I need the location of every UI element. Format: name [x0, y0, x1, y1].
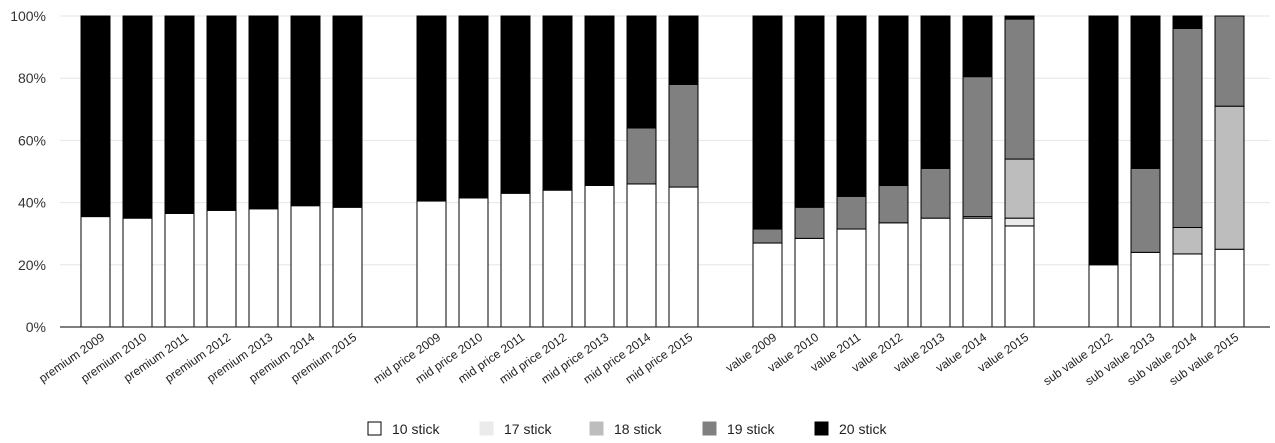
- y-tick-label: 80%: [18, 70, 46, 86]
- bar-segment: [332, 206, 363, 328]
- bar-segment: [878, 184, 909, 224]
- bar-segment: [500, 15, 531, 194]
- bar-segment: [1172, 253, 1203, 328]
- bar-segment: [626, 15, 657, 129]
- bar-segment: [1214, 15, 1245, 107]
- bar-segment: [836, 195, 867, 230]
- bar-segment: [920, 15, 951, 169]
- legend-label: 20 stick: [839, 421, 887, 437]
- bar-segment: [962, 76, 993, 218]
- bar-segment: [1004, 15, 1035, 20]
- y-tick-label: 60%: [18, 132, 46, 148]
- y-tick-label: 40%: [18, 195, 46, 211]
- legend-item: 19 stick: [702, 421, 775, 437]
- bar-segment: [458, 197, 489, 328]
- bar-segment: [542, 15, 573, 191]
- bar-segment: [1130, 251, 1161, 328]
- bar-segment: [122, 15, 153, 219]
- legend-item: 10 stick: [367, 421, 440, 437]
- bar-segment: [332, 15, 363, 208]
- legend-swatch: [702, 421, 717, 436]
- bar-segment: [668, 83, 699, 188]
- bar-segment: [1088, 15, 1119, 266]
- bar-segment: [668, 15, 699, 85]
- bar-segment: [500, 192, 531, 328]
- legend-swatch: [367, 421, 382, 436]
- bar-segment: [878, 15, 909, 186]
- legend-label: 19 stick: [727, 421, 775, 437]
- bar-segment: [920, 167, 951, 219]
- bar-segment: [584, 15, 615, 186]
- bar-segment: [1004, 217, 1035, 227]
- bar-segment: [1172, 27, 1203, 228]
- bar-segment: [752, 242, 783, 328]
- y-tick-label: 100%: [10, 8, 46, 24]
- bar-segment: [1088, 264, 1119, 328]
- bar-segment: [416, 15, 447, 202]
- bar-segment: [1172, 226, 1203, 255]
- legend-swatch: [814, 421, 829, 436]
- bar-segment: [878, 222, 909, 328]
- bar-segment: [80, 15, 111, 218]
- legend-item: 17 stick: [479, 421, 552, 437]
- y-tick-label: 20%: [18, 257, 46, 273]
- legend-item: 18 stick: [589, 421, 662, 437]
- y-tick-label: 0%: [26, 319, 46, 335]
- legend-label: 18 stick: [614, 421, 662, 437]
- bar-segment: [1004, 18, 1035, 160]
- bar-segment: [1130, 167, 1161, 253]
- bar-segment: [1130, 15, 1161, 169]
- bar-segment: [962, 15, 993, 78]
- bar-segment: [206, 15, 237, 211]
- bar-segment: [290, 205, 321, 328]
- bar-segment: [542, 189, 573, 328]
- legend-swatch: [589, 421, 604, 436]
- bar-segment: [1004, 225, 1035, 328]
- bar-segment: [1004, 158, 1035, 219]
- bar-segment: [962, 217, 993, 328]
- bar-segment: [248, 208, 279, 328]
- x-tick-label: sub value 2012: [1041, 330, 1116, 388]
- bar-segment: [794, 15, 825, 208]
- bar-segment: [836, 15, 867, 197]
- bar-segment: [626, 183, 657, 328]
- bar-segment: [920, 217, 951, 328]
- bar-segment: [752, 15, 783, 230]
- bar-segment: [668, 186, 699, 328]
- bar-segment: [248, 15, 279, 210]
- bar-segment: [1214, 248, 1245, 328]
- bar-segment: [164, 15, 195, 214]
- bar-segment: [458, 15, 489, 199]
- bar-segment: [626, 127, 657, 185]
- bar-segment: [1172, 15, 1203, 29]
- bar-segment: [416, 200, 447, 328]
- bar-segment: [1214, 105, 1245, 250]
- bar-segment: [164, 212, 195, 328]
- legend-item: 20 stick: [814, 421, 887, 437]
- legend-swatch: [479, 421, 494, 436]
- legend-label: 17 stick: [504, 421, 552, 437]
- bar-segment: [836, 228, 867, 328]
- bar-segment: [122, 217, 153, 328]
- bar-segment: [752, 228, 783, 244]
- bar-segment: [290, 15, 321, 207]
- bar-segment: [584, 184, 615, 328]
- bar-segment: [80, 216, 111, 328]
- bar-segment: [794, 206, 825, 239]
- bar-segment: [206, 209, 237, 328]
- legend-label: 10 stick: [392, 421, 440, 437]
- bar-segment: [794, 237, 825, 328]
